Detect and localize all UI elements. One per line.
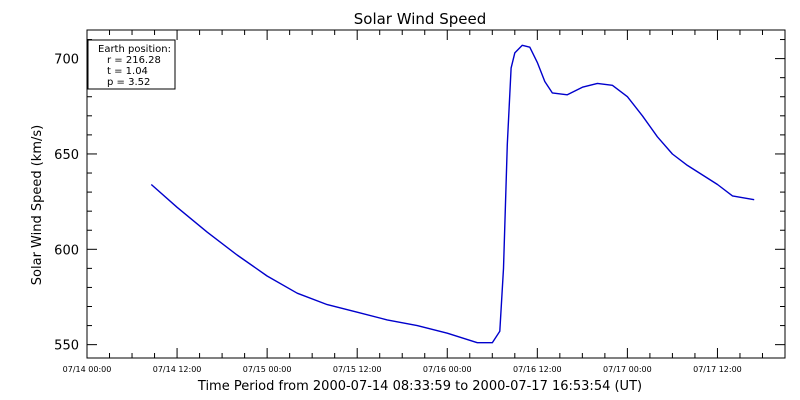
x-tick-label: 07/14 00:00 xyxy=(63,365,112,374)
x-tick-label: 07/15 00:00 xyxy=(243,365,292,374)
x-axis-label: Time Period from 2000-07-14 08:33:59 to … xyxy=(197,379,642,394)
y-tick-label: 550 xyxy=(54,339,79,354)
legend-line: r = 216.28 xyxy=(107,55,161,66)
y-axis-label: Solar Wind Speed (km/s) xyxy=(30,125,45,285)
x-axis: 07/14 00:00 07/14 12:00 07/15 00:00 07/15 1… xyxy=(63,30,786,374)
series-line xyxy=(150,44,755,344)
legend-line: t = 1.04 xyxy=(107,66,148,77)
legend-line: p = 3.52 xyxy=(107,77,150,88)
legend-line: Earth position: xyxy=(98,44,171,55)
x-tick-label: 07/14 12:00 xyxy=(153,365,202,374)
x-tick-label: 07/15 12:00 xyxy=(333,365,382,374)
y-axis: 550 600 650 700 xyxy=(54,39,785,354)
legend-box xyxy=(87,39,176,90)
x-tick-label: 07/17 00:00 xyxy=(603,365,652,374)
x-tick-label: 07/16 00:00 xyxy=(423,365,472,374)
x-tick-label: 07/16 12:00 xyxy=(513,365,562,374)
legend: Earth position: r = 216.28 t = 1.04 p = … xyxy=(87,39,176,90)
y-tick-label: 700 xyxy=(54,53,79,68)
chart-title: Solar Wind Speed xyxy=(354,10,486,28)
y-tick-label: 600 xyxy=(54,243,79,258)
plot-frame-rect xyxy=(86,29,786,359)
y-tick-label: 650 xyxy=(54,148,79,163)
x-tick-label: 07/17 12:00 xyxy=(693,365,742,374)
plot-frame xyxy=(86,29,786,359)
series-group xyxy=(150,44,755,344)
